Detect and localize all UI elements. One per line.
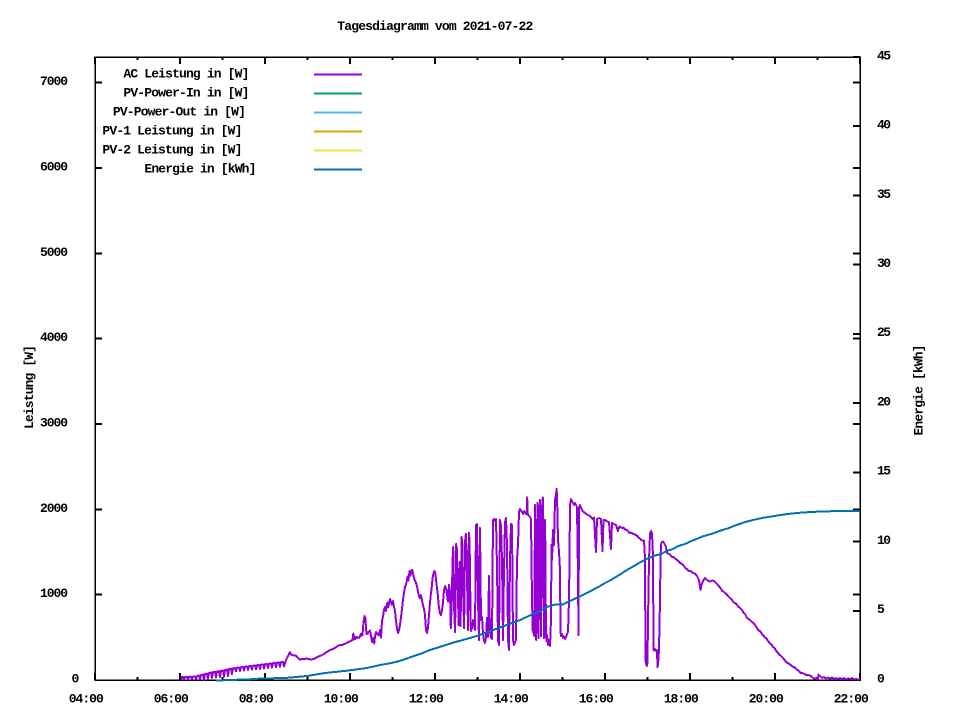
svg-text:AC Leistung in [W]: AC Leistung in [W]	[123, 67, 249, 82]
svg-text:16:00: 16:00	[579, 692, 614, 707]
svg-text:18:00: 18:00	[664, 692, 699, 707]
svg-text:3000: 3000	[40, 416, 68, 431]
svg-text:PV-Power-In in [W]: PV-Power-In in [W]	[123, 86, 249, 101]
svg-text:20: 20	[877, 394, 891, 409]
svg-text:PV-1 Leistung in [W]: PV-1 Leistung in [W]	[102, 124, 242, 139]
svg-text:30: 30	[877, 256, 891, 271]
svg-text:22:00: 22:00	[834, 692, 869, 707]
svg-text:PV-2 Leistung in [W]: PV-2 Leistung in [W]	[102, 143, 242, 158]
svg-text:04:00: 04:00	[69, 692, 104, 707]
svg-text:7000: 7000	[40, 74, 68, 89]
svg-text:15: 15	[877, 464, 891, 479]
svg-text:0: 0	[877, 671, 885, 686]
svg-text:25: 25	[877, 325, 891, 340]
svg-text:Energie [kWh]: Energie [kWh]	[912, 345, 927, 436]
svg-text:5: 5	[877, 602, 885, 617]
svg-text:1000: 1000	[40, 586, 68, 601]
svg-text:40: 40	[877, 118, 891, 133]
svg-text:14:00: 14:00	[494, 692, 529, 707]
svg-text:20:00: 20:00	[749, 692, 784, 707]
svg-text:6000: 6000	[40, 160, 68, 175]
svg-text:35: 35	[877, 187, 891, 202]
svg-text:10: 10	[877, 533, 891, 548]
svg-text:08:00: 08:00	[239, 692, 274, 707]
svg-text:Leistung [W]: Leistung [W]	[22, 345, 37, 429]
svg-text:12:00: 12:00	[409, 692, 444, 707]
svg-text:Tagesdiagramm vom 2021-07-22: Tagesdiagramm vom 2021-07-22	[337, 19, 533, 34]
svg-text:4000: 4000	[40, 330, 68, 345]
svg-text:10:00: 10:00	[324, 692, 359, 707]
svg-text:Energie in [kWh]: Energie in [kWh]	[144, 162, 256, 177]
svg-text:5000: 5000	[40, 245, 68, 260]
svg-text:45: 45	[877, 48, 891, 63]
svg-text:2000: 2000	[40, 501, 68, 516]
svg-text:0: 0	[72, 672, 80, 687]
svg-text:PV-Power-Out in [W]: PV-Power-Out in [W]	[113, 105, 246, 120]
svg-text:06:00: 06:00	[154, 692, 189, 707]
